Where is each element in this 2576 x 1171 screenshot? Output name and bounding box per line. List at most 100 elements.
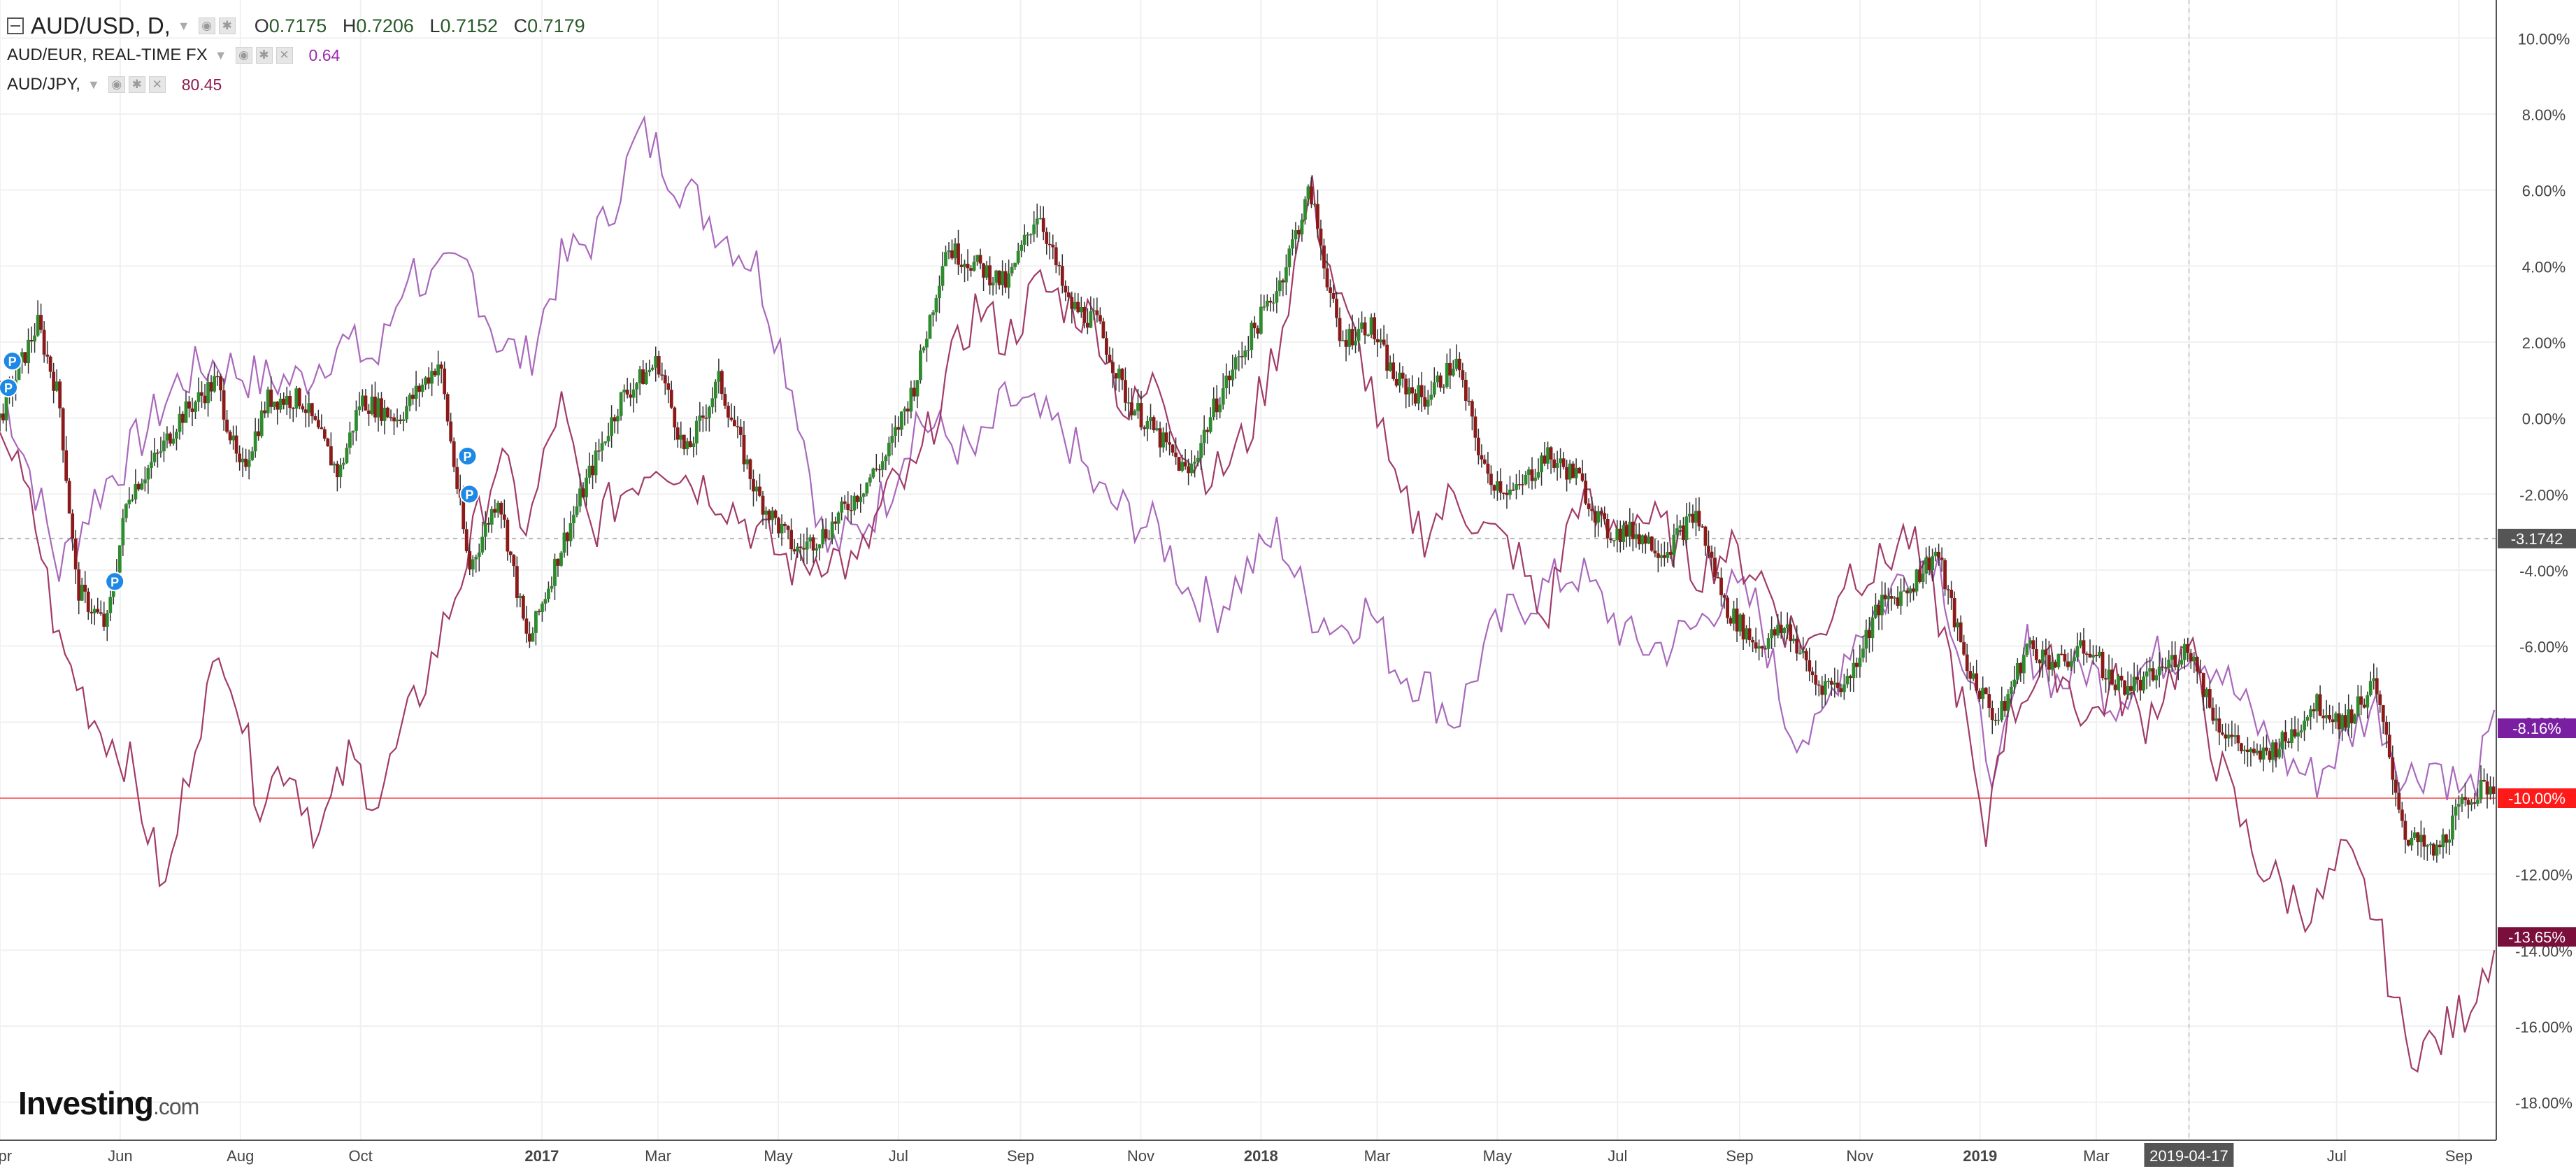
candle-body: [1766, 638, 1770, 649]
candle-body: [1385, 344, 1389, 371]
candle-body: [537, 611, 541, 613]
ohlc-high-key: H: [342, 15, 357, 36]
candle-body: [1515, 484, 1518, 490]
candle-body: [1703, 526, 1708, 546]
candle-body: [2088, 653, 2092, 658]
candle-body: [2271, 742, 2275, 760]
aud-jpy-last-badge-bg: [2498, 927, 2576, 947]
close-icon[interactable]: ✕: [148, 76, 166, 93]
candle-body: [2176, 665, 2180, 667]
candle-body: [17, 362, 21, 380]
y-tick-label: -12.00%: [2515, 867, 2573, 884]
candle-body: [669, 390, 673, 408]
candle-body: [963, 264, 966, 267]
event-marker-icon: [2, 351, 22, 371]
candle-body: [2485, 781, 2489, 795]
candle-body: [1662, 555, 1666, 558]
candle-body: [1836, 682, 1840, 688]
candle-body: [483, 523, 487, 537]
candle-body: [1653, 551, 1657, 554]
chevron-down-icon[interactable]: ▼: [214, 48, 227, 62]
candle-body: [1864, 630, 1868, 649]
candle-body: [1035, 218, 1039, 225]
candle-body: [424, 377, 428, 385]
candle-body: [2142, 676, 2146, 691]
candle-body: [1445, 362, 1449, 387]
candle-body: [2224, 734, 2228, 739]
gear-icon[interactable]: ✱: [255, 47, 273, 64]
candle-body: [1290, 239, 1294, 249]
candle-body: [1842, 684, 1846, 693]
candle-body: [1233, 357, 1238, 370]
candle-body: [250, 451, 255, 460]
candle-body: [1250, 322, 1254, 350]
candle-body: [928, 315, 932, 339]
candle-body: [594, 450, 598, 476]
candle-body: [2265, 747, 2268, 751]
candle-body: [1013, 262, 1017, 267]
candle-body: [2372, 678, 2376, 681]
candle-body: [99, 612, 103, 614]
chevron-down-icon[interactable]: ▼: [177, 18, 190, 33]
candle-body: [679, 434, 683, 440]
candle-body: [1521, 484, 1524, 485]
gear-icon[interactable]: ✱: [218, 17, 236, 34]
overlay-2-title: AUD/JPY,: [7, 75, 80, 94]
eye-icon[interactable]: ◉: [108, 76, 125, 93]
candle-body: [512, 555, 516, 567]
candle-body: [777, 518, 780, 534]
candle-body: [2435, 844, 2439, 856]
candle-body: [1924, 558, 1928, 574]
eye-icon[interactable]: ◉: [198, 17, 215, 34]
candle-body: [1461, 370, 1465, 380]
candle-body: [1524, 474, 1528, 485]
candle-body: [2113, 684, 2117, 690]
close-icon[interactable]: ✕: [276, 47, 293, 64]
candle-body: [1354, 341, 1357, 346]
candle-body: [1770, 629, 1774, 639]
candle-body: [1240, 356, 1244, 357]
x-tick-label: Mar: [1364, 1147, 1391, 1165]
candle-body: [64, 450, 69, 481]
candle-body: [2356, 696, 2360, 715]
candle-body: [1041, 218, 1045, 232]
candle-body: [124, 504, 128, 518]
candle-body: [1189, 463, 1194, 474]
candle-body: [1666, 552, 1670, 558]
chevron-down-icon[interactable]: ▼: [87, 77, 100, 92]
candle-body: [1322, 246, 1326, 269]
candle-body: [727, 405, 730, 418]
overlay-2-value: 80.45: [181, 75, 222, 94]
candle-body: [1089, 311, 1093, 328]
candle-body: [1215, 398, 1219, 413]
candle-body: [938, 285, 941, 299]
candle-body: [1344, 340, 1348, 347]
candle-body: [783, 523, 787, 526]
candle-body: [1933, 551, 1938, 557]
candle-body: [42, 329, 46, 355]
candle-body: [1124, 380, 1127, 403]
candle-body: [871, 468, 875, 478]
candle-body: [698, 415, 702, 421]
candle-body: [2406, 839, 2410, 846]
collapse-icon[interactable]: [7, 17, 24, 34]
candle-body: [2073, 657, 2076, 662]
candle-body: [27, 339, 30, 364]
candle-body: [2047, 655, 2051, 670]
aud-jpy-last-badge: -13.65%: [2508, 928, 2566, 946]
candle-body: [1622, 525, 1626, 542]
candle-body: [2022, 655, 2026, 674]
candle-body: [1256, 328, 1260, 334]
x-tick-label: Jun: [108, 1147, 132, 1165]
candle-body: [1643, 535, 1647, 544]
candle-body: [1130, 402, 1133, 416]
eye-icon[interactable]: ◉: [235, 47, 252, 64]
candle-body: [2318, 694, 2322, 716]
candle-body: [276, 402, 280, 410]
candle-body: [4, 391, 8, 420]
gear-icon[interactable]: ✱: [128, 76, 145, 93]
x-tick-label: 2019-04-17: [2149, 1147, 2228, 1165]
candle-body: [1316, 204, 1319, 229]
